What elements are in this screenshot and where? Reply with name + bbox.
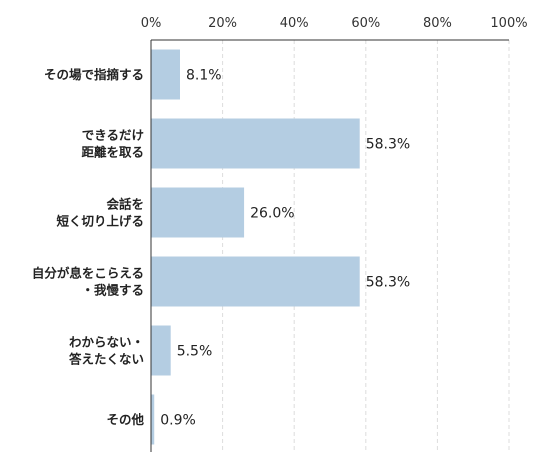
category-label: 会話を短く切り上げる bbox=[56, 197, 144, 229]
bar bbox=[151, 256, 360, 307]
value-label: 5.5% bbox=[177, 344, 213, 360]
x-tick-label: 40% bbox=[280, 16, 309, 31]
category-label: できるだけ距離を取る bbox=[81, 128, 144, 160]
bar bbox=[151, 187, 245, 238]
category-label: わからない・答えたくない bbox=[69, 335, 144, 367]
axes bbox=[150, 39, 509, 452]
x-tick-label: 100% bbox=[490, 16, 527, 31]
value-label: 8.1% bbox=[186, 68, 222, 84]
category-label: その場で指摘する bbox=[44, 67, 144, 82]
bars bbox=[151, 49, 360, 445]
value-labels: 8.1% 58.3% 26.0% 58.3% 5.5% 0.9% bbox=[160, 68, 410, 429]
category-label: 自分が息をこらえる・我慢する bbox=[32, 266, 144, 298]
x-tick-labels: 0% 20% 40% 60% 80% 100% bbox=[141, 16, 528, 31]
x-tick-label: 20% bbox=[208, 16, 237, 31]
value-label: 58.3% bbox=[366, 275, 410, 291]
bar bbox=[151, 49, 180, 100]
x-tick-label: 80% bbox=[423, 16, 452, 31]
grid-lines bbox=[222, 40, 510, 452]
value-label: 0.9% bbox=[160, 413, 196, 429]
bar bbox=[151, 325, 171, 376]
value-label: 26.0% bbox=[250, 206, 294, 222]
bar bbox=[151, 118, 360, 169]
x-tick-label: 0% bbox=[141, 16, 162, 31]
x-tick-label: 60% bbox=[351, 16, 380, 31]
value-label: 58.3% bbox=[366, 137, 410, 153]
category-label: その他 bbox=[106, 412, 144, 427]
category-labels: その場で指摘するできるだけ距離を取る会話を短く切り上げる自分が息をこらえる・我慢… bbox=[32, 67, 145, 427]
bar bbox=[151, 394, 155, 445]
